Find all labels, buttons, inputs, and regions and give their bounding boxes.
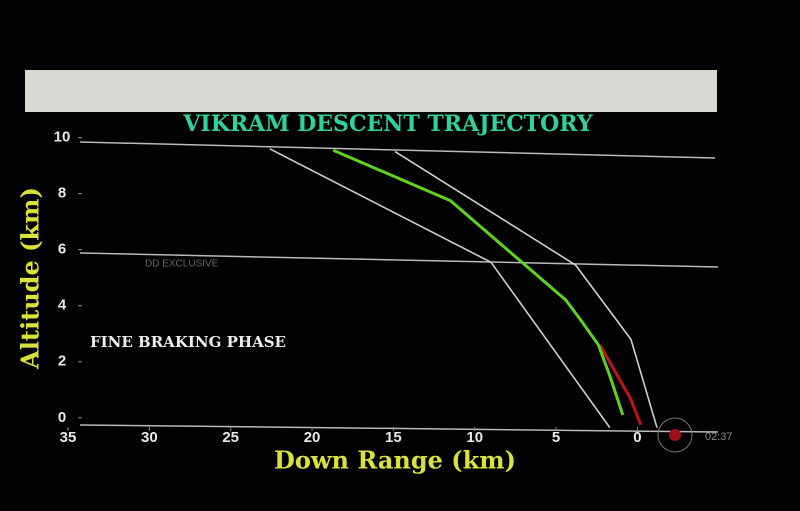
annotation: DD EXCLUSIVE [145,259,219,270]
x-tick-label: 30 [141,429,158,446]
x-tick-label: 10 [466,429,483,446]
y-tick-label: 2 [58,353,66,370]
marker-ring [657,417,693,453]
x-tick-label: 25 [222,429,239,446]
y-tick-label: 10 [54,129,71,146]
x-tick-label: 20 [304,429,321,446]
x-axis-label: Down Range (km) [274,446,516,475]
x-tick-label: 5 [552,429,560,446]
y-tick-label: 6 [58,241,66,258]
trajectory-line [598,344,643,426]
screen-bar [25,70,717,112]
x-tick-label: 0 [633,429,641,446]
chart-title: VIKRAM DESCENT TRAJECTORY [182,111,593,137]
trajectory-line [269,148,611,429]
annotation: FINE BRAKING PHASE [90,333,286,351]
frame-line [79,252,719,268]
y-axis-label: Altitude (km) [16,187,45,370]
y-tick-label: 0 [58,409,66,426]
marker-dot [669,429,681,441]
trajectory-line [394,150,658,428]
x-tick-label: 35 [60,429,77,446]
frame-line [79,141,716,159]
trajectory-line [332,148,625,416]
y-tick-label: 4 [58,297,67,314]
frame-line [79,424,719,433]
y-tick-label: 8 [58,185,66,202]
x-tick-label: 15 [385,429,402,446]
annotation: 02:37 [705,431,733,443]
